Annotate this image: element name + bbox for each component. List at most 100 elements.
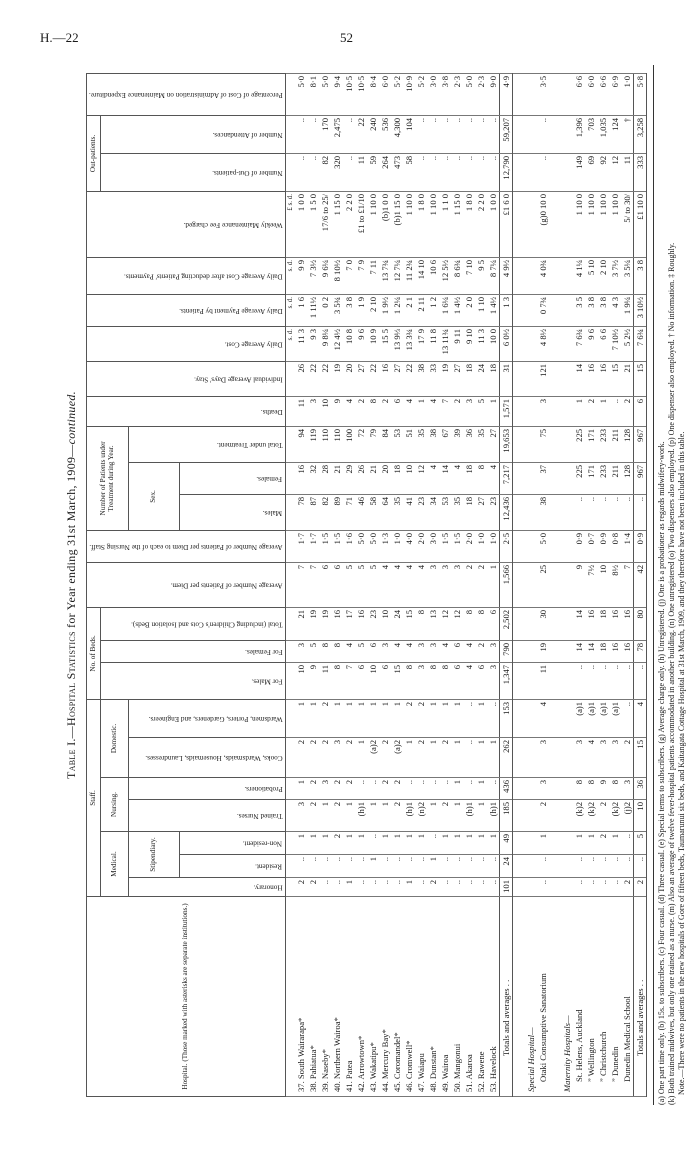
table-cell: 1 10 0 xyxy=(572,191,585,258)
table-cell: .. xyxy=(620,662,634,700)
table-cell: 170 xyxy=(318,115,331,154)
table-cell: 10 xyxy=(402,462,415,495)
table-row: Otaki Consumptive Sanatorium.... 1 2 3 3 4 11 1… xyxy=(536,73,549,1097)
header-patients: Number of Patients under Treatment durin… xyxy=(86,426,129,531)
table-cell: .. xyxy=(318,877,331,897)
table-cell: 333 xyxy=(633,153,647,192)
table-cell: 100 xyxy=(342,426,355,463)
table-cell: 22 xyxy=(318,361,331,397)
table-cell: 4 xyxy=(390,562,403,608)
table-cell: 6 xyxy=(378,662,391,700)
table-cell: (h)1 xyxy=(486,799,500,832)
table-cell: 2 xyxy=(402,699,415,738)
table-cell: 3 xyxy=(572,737,585,778)
table-cell: 1·3 xyxy=(378,530,391,563)
table-cell: 2 xyxy=(378,396,391,427)
table-cell: (h)1 xyxy=(354,799,367,832)
table-cell xyxy=(548,640,561,663)
table-cell xyxy=(512,115,525,154)
table-cell: .. xyxy=(414,854,427,878)
table-cell: .. xyxy=(486,699,500,738)
table-cell xyxy=(285,699,295,738)
table-cell: .. xyxy=(633,494,647,531)
table-cell: 1 10 0 xyxy=(608,191,621,258)
table-cell: 1·0 xyxy=(486,530,500,563)
table-cell: 0·9 xyxy=(596,530,609,563)
table-cell: 1 xyxy=(318,799,331,832)
table-cell: 1 xyxy=(474,799,487,832)
table-cell: 2 xyxy=(426,877,439,897)
table-cell: 10 6 xyxy=(426,257,439,295)
table-cell: 790 xyxy=(499,640,513,663)
section-header-row: Special Hospital— xyxy=(524,73,537,1097)
table-cell: .. xyxy=(438,854,451,878)
table-cell: 8 7¼ xyxy=(486,257,500,295)
table-row: 47. Waiapu.... 1 (n)2.. 2 2 3 3 8 4 2·0 23 12 35 1 38 1… xyxy=(414,73,427,1097)
table-cell: .. xyxy=(450,115,463,154)
table-cell xyxy=(548,257,561,295)
table-cell: 1·5 xyxy=(438,530,451,563)
table-cell: .. xyxy=(450,877,463,897)
table-cell: 18 xyxy=(462,494,475,531)
hospital-name-cell: 46. Cromwell* xyxy=(402,896,415,1097)
title-suffix: continued. xyxy=(64,391,78,445)
table-cell: 5·0 xyxy=(536,530,549,563)
table-cell: 24 xyxy=(390,607,403,641)
table-cell: (n)2 xyxy=(414,799,427,832)
table-cell: 3 5¾ xyxy=(330,294,343,327)
table-cell: 3 xyxy=(438,562,451,608)
units-row: s. d. s. d. s. d. £ s. d. xyxy=(285,73,295,1097)
table-cell xyxy=(285,662,295,700)
table-cell: 7 xyxy=(620,562,634,608)
table-cell: .. xyxy=(584,494,597,531)
table-cell: 2 xyxy=(620,877,634,897)
table-cell: 1 xyxy=(536,831,549,855)
table-cell: 2·3 xyxy=(474,73,487,116)
table-cell: 3 xyxy=(294,640,307,663)
table-cell: 2 xyxy=(306,737,319,778)
header-total-treatment: Total under Treatment. xyxy=(128,426,286,463)
table-cell: 2 xyxy=(354,396,367,427)
table-cell: .. xyxy=(608,877,621,897)
table-cell: (k)2 xyxy=(584,799,597,832)
table-cell xyxy=(512,640,525,663)
table-cell: 5·0 xyxy=(354,530,367,563)
hospital-name-cell: St. Helens, Auckland xyxy=(572,896,585,1097)
table-cell: 14 xyxy=(438,462,451,495)
table-cell: £ s. d. xyxy=(285,191,295,258)
table-cell: 1 xyxy=(486,831,500,855)
table-cell: 3 xyxy=(426,562,439,608)
table-cell xyxy=(548,191,561,258)
table-cell: 13 11¾ xyxy=(438,326,451,362)
table-cell: (b)1 0 0 xyxy=(378,191,391,258)
table-cell: 18 xyxy=(462,361,475,397)
table-cell xyxy=(548,607,561,641)
table-cell: .. xyxy=(596,854,609,878)
table-cell: .. xyxy=(342,115,355,154)
table-cell: 2 xyxy=(474,640,487,663)
table-cell xyxy=(512,699,525,738)
table-cell xyxy=(560,396,573,427)
table-cell xyxy=(560,462,573,495)
table-cell: 2 xyxy=(450,396,463,427)
table-cell: .. xyxy=(294,115,307,154)
table-cell xyxy=(548,426,561,463)
table-cell: 14 10 xyxy=(414,257,427,295)
table-row: 50. Mangonui.... 1 1 1 1 1 6 6 12 3 1·5 35 4 39 2 27 9 1… xyxy=(450,73,463,1097)
table-cell: 2,502 xyxy=(499,607,513,641)
table-cell: 1 xyxy=(572,831,585,855)
table-cell xyxy=(285,73,295,116)
table-cell: 53 xyxy=(390,426,403,463)
table-cell: 14 xyxy=(584,640,597,663)
table-cell: 11 xyxy=(294,396,307,427)
table-cell: 1 4½ xyxy=(486,294,500,327)
table-cell: 2,475 xyxy=(330,115,343,154)
table-cell: .. xyxy=(536,153,549,192)
table-cell: 2 xyxy=(596,831,609,855)
hospital-name-cell: ” Christchurch xyxy=(596,896,609,1097)
table-cell xyxy=(512,854,525,878)
table-cell: .. xyxy=(486,877,500,897)
table-cell: 171 xyxy=(584,462,597,495)
table-cell: 7 xyxy=(306,562,319,608)
table-cell: 5·2 xyxy=(414,73,427,116)
